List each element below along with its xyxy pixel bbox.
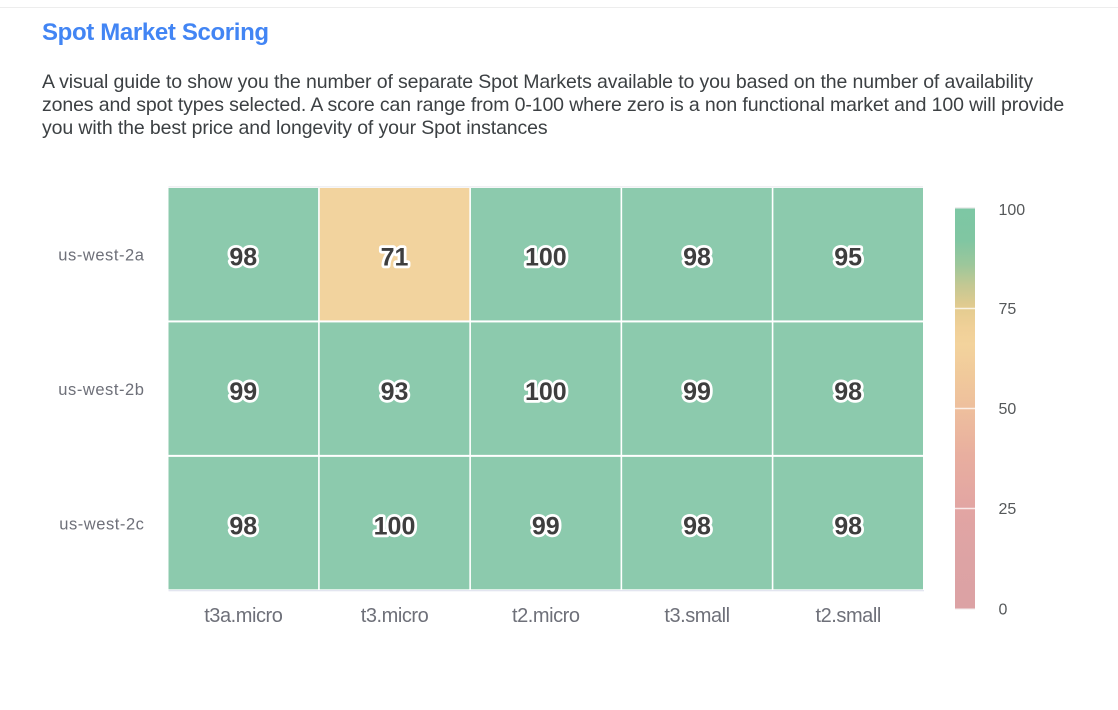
svg-text:100: 100 [999,202,1026,219]
svg-text:us-west-2a: us-west-2a [58,247,144,265]
svg-text:50: 50 [999,401,1017,418]
svg-text:t3a.micro: t3a.micro [204,605,283,627]
svg-text:100: 100 [374,512,416,540]
svg-text:95: 95 [834,243,862,271]
svg-text:75: 75 [999,301,1017,318]
svg-text:100: 100 [525,378,567,406]
svg-text:99: 99 [229,378,257,406]
svg-text:us-west-2c: us-west-2c [59,516,144,534]
svg-text:t3.micro: t3.micro [361,605,429,627]
svg-text:99: 99 [532,512,560,540]
svg-text:0: 0 [999,601,1008,618]
svg-text:98: 98 [229,243,257,271]
svg-text:99: 99 [683,378,711,406]
svg-text:us-west-2b: us-west-2b [58,381,144,399]
svg-text:t3.small: t3.small [664,605,729,627]
svg-text:98: 98 [683,243,711,271]
svg-text:98: 98 [834,378,862,406]
svg-text:100: 100 [525,243,567,271]
svg-text:t2.micro: t2.micro [512,605,580,627]
svg-text:98: 98 [834,512,862,540]
svg-text:93: 93 [381,378,409,406]
svg-text:98: 98 [683,512,711,540]
svg-text:25: 25 [999,501,1017,518]
svg-text:71: 71 [381,243,409,271]
svg-text:98: 98 [229,512,257,540]
svg-text:t2.small: t2.small [816,605,881,627]
